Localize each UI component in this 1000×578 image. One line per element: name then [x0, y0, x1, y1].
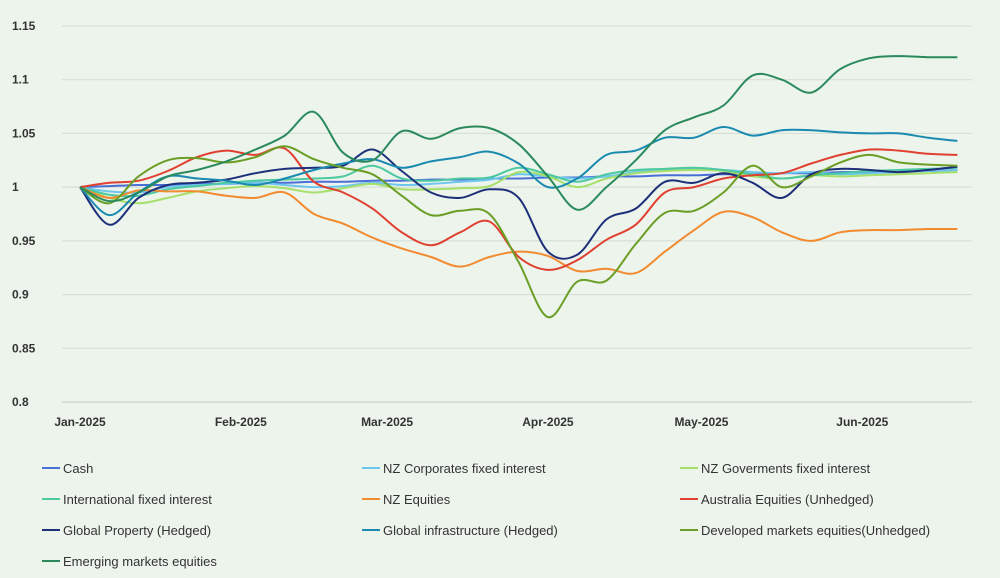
legend-swatch	[42, 529, 60, 531]
legend-label: NZ Corporates fixed interest	[383, 460, 546, 476]
legend: Cash NZ Corporates fixed interest NZ Gover…	[0, 450, 1000, 578]
y-tick-label: 1.15	[12, 19, 36, 33]
legend-swatch	[680, 498, 698, 500]
legend-swatch	[42, 467, 60, 469]
x-tick-label: Jun-2025	[836, 415, 888, 429]
legend-item: Global Property (Hedged)	[42, 520, 211, 540]
legend-label: Cash	[63, 460, 94, 476]
legend-label: Developed markets equities(Unhedged)	[701, 522, 931, 538]
y-tick-label: 1.1	[12, 73, 29, 87]
line-chart: 0.8 0.85 0.9 0.95 1 1.05 1.1 1.15 Jan-2025 Feb-2…	[12, 19, 972, 429]
y-axis-ticks: 0.8 0.85 0.9 0.95 1 1.05 1.1 1.15	[12, 19, 36, 409]
y-tick-label: 0.9	[12, 288, 29, 302]
legend-label: NZ Goverments fixed interest	[701, 460, 871, 476]
legend-label: Australia Equities (Unhedged)	[701, 491, 874, 507]
legend-item: Emerging markets equities	[42, 551, 217, 571]
legend-item: International fixed interest	[42, 489, 212, 509]
x-tick-label: Feb-2025	[215, 415, 267, 429]
series-line-5	[79, 186, 958, 275]
y-tick-label: 0.95	[12, 234, 36, 248]
legend-swatch	[680, 529, 698, 531]
series-line-8	[79, 125, 958, 217]
series-lines	[79, 55, 958, 319]
legend-item: NZ Corporates fixed interest	[362, 458, 546, 478]
gridlines	[62, 25, 972, 403]
y-tick-label: 0.85	[12, 341, 36, 355]
legend-label: Global infrastructure (Hedged)	[383, 522, 558, 538]
legend-label: Global Property (Hedged)	[63, 522, 212, 538]
legend-item: Global infrastructure (Hedged)	[362, 520, 558, 540]
legend-swatch	[362, 467, 380, 469]
legend-swatch	[680, 467, 698, 469]
y-tick-label: 0.8	[12, 395, 29, 409]
x-tick-label: Apr-2025	[522, 415, 574, 429]
legend-item: Australia Equities (Unhedged)	[680, 489, 874, 509]
x-tick-label: May-2025	[674, 415, 728, 429]
legend-item: Cash	[42, 458, 93, 478]
legend-label: NZ Equities	[383, 491, 451, 507]
series-line-2	[79, 167, 958, 194]
y-tick-label: 1	[12, 180, 19, 194]
series-line-7	[79, 148, 958, 260]
legend-item: NZ Goverments fixed interest	[680, 458, 870, 478]
x-tick-label: Mar-2025	[361, 415, 413, 429]
series-line-6	[79, 146, 958, 271]
y-tick-label: 1.05	[12, 126, 36, 140]
x-tick-label: Jan-2025	[54, 415, 106, 429]
legend-swatch	[362, 529, 380, 531]
legend-swatch	[42, 560, 60, 562]
x-axis-ticks: Jan-2025 Feb-2025 Mar-2025 Apr-2025 May-2025…	[54, 415, 888, 429]
legend-item: Developed markets equities(Unhedged)	[680, 520, 930, 540]
legend-swatch	[362, 498, 380, 500]
legend-label: International fixed interest	[63, 491, 212, 507]
legend-item: NZ Equities	[362, 489, 450, 509]
legend-label: Emerging markets equities	[63, 553, 217, 569]
legend-swatch	[42, 498, 60, 500]
series-line-10	[79, 55, 958, 211]
